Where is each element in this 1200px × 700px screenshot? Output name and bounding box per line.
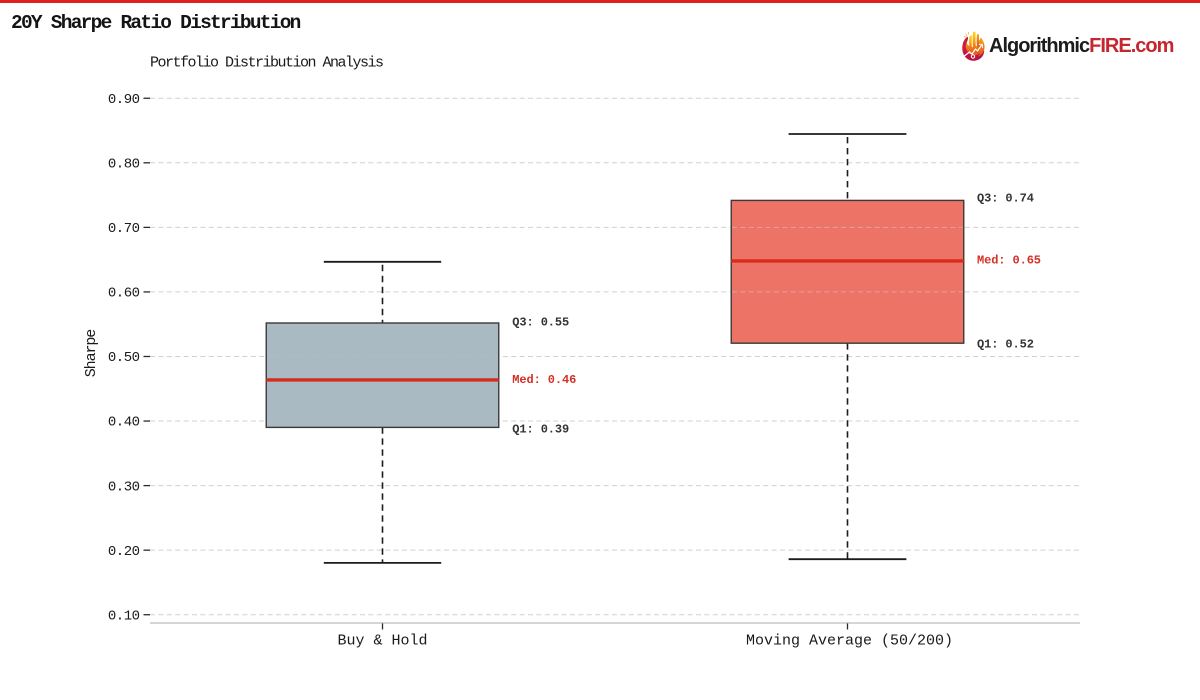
svg-text:Q1: 0.52: Q1: 0.52 [977, 338, 1034, 352]
svg-text:0.40: 0.40 [108, 415, 140, 431]
svg-text:0.50: 0.50 [108, 350, 140, 366]
svg-text:Med: 0.65: Med: 0.65 [977, 254, 1041, 268]
svg-text:0.20: 0.20 [108, 544, 140, 560]
svg-text:0.10: 0.10 [108, 608, 140, 624]
svg-text:0.60: 0.60 [108, 286, 140, 302]
svg-text:0.80: 0.80 [108, 157, 140, 173]
svg-text:Portfolio Distribution Analysi: Portfolio Distribution Analysis [150, 55, 383, 72]
svg-text:0.30: 0.30 [108, 479, 140, 495]
svg-text:0.90: 0.90 [108, 92, 140, 108]
svg-text:Sharpe: Sharpe [83, 329, 100, 378]
svg-text:Q3: 0.74: Q3: 0.74 [977, 191, 1034, 205]
svg-text:Q1: 0.39: Q1: 0.39 [512, 423, 569, 437]
svg-text:0.70: 0.70 [108, 221, 140, 237]
svg-text:Buy & Hold: Buy & Hold [337, 633, 427, 650]
svg-text:Med: 0.46: Med: 0.46 [512, 373, 576, 387]
svg-text:Moving Average (50/200): Moving Average (50/200) [746, 633, 953, 650]
svg-text:Q3: 0.55: Q3: 0.55 [512, 315, 569, 329]
